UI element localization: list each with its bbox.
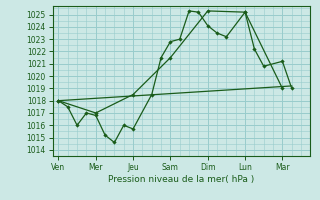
X-axis label: Pression niveau de la mer( hPa ): Pression niveau de la mer( hPa ) bbox=[108, 175, 255, 184]
